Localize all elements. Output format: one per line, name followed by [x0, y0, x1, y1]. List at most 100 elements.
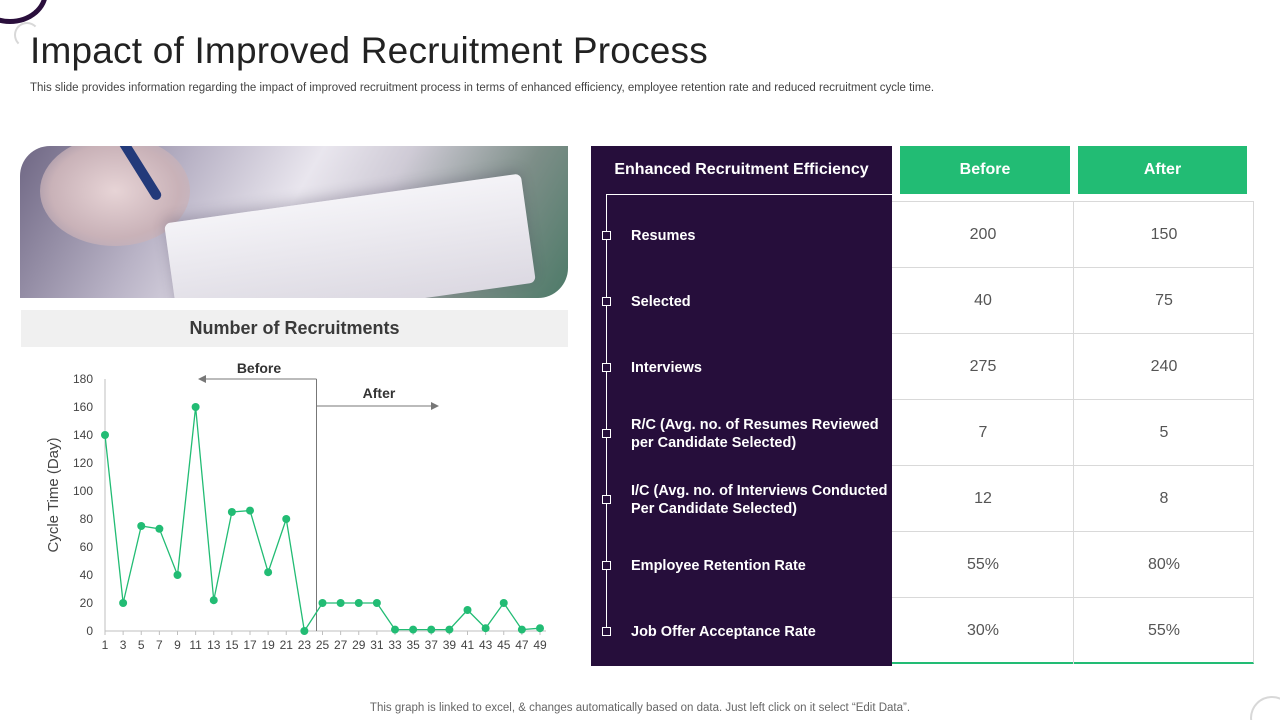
page-title: Impact of Improved Recruitment Process: [30, 30, 708, 71]
table-column-divider: [1073, 201, 1074, 664]
after-arrow-head: [431, 402, 439, 410]
row-label-interviews: Interviews: [631, 360, 702, 376]
data-point: [300, 627, 309, 635]
table-row-divider: [892, 399, 1254, 400]
row-label-retention: Employee Retention Rate: [631, 558, 806, 574]
x-tick-label: 27: [334, 638, 348, 652]
cell-interviews-before: 275: [969, 358, 997, 375]
data-point: [101, 431, 109, 439]
table-row-divider: [892, 333, 1254, 334]
data-point: [318, 599, 327, 607]
x-tick-label: 29: [352, 638, 366, 652]
data-point: [499, 599, 508, 607]
data-point: [119, 599, 128, 607]
photo-notebook: [164, 173, 536, 298]
cell-resumes-before: 200: [969, 226, 997, 243]
x-tick-label: 1: [102, 638, 109, 652]
x-tick-label: 21: [280, 638, 294, 652]
x-tick-label: 9: [174, 638, 181, 652]
x-tick-label: 5: [138, 638, 145, 652]
data-point: [191, 403, 200, 411]
data-point: [536, 624, 544, 633]
cell-offer-before: 30%: [966, 622, 1000, 639]
data-point: [336, 599, 345, 607]
table-timeline-line: [606, 194, 607, 632]
cell-selected-before: 40: [974, 292, 992, 309]
x-tick-label: 19: [261, 638, 275, 652]
row-label-offer-acceptance: Job Offer Acceptance Rate: [631, 624, 816, 640]
decorative-arc: [0, 0, 48, 24]
hero-photo: [20, 146, 568, 298]
data-point: [481, 624, 490, 633]
x-tick-label: 13: [207, 638, 221, 652]
column-header-before: Before: [900, 146, 1070, 194]
table-row-divider: [892, 597, 1254, 598]
y-tick-label: 40: [80, 568, 94, 582]
column-header-after: After: [1078, 146, 1247, 194]
x-tick-label: 41: [461, 638, 475, 652]
data-point: [354, 599, 363, 607]
y-tick-label: 60: [80, 540, 94, 554]
x-tick-label: 15: [225, 638, 239, 652]
page-subtitle: This slide provides information regardin…: [30, 82, 935, 94]
data-point: [463, 606, 472, 614]
cell-retention-before: 55%: [966, 556, 1000, 573]
chart-title: Number of Recruitments: [21, 310, 568, 347]
data-point: [282, 515, 291, 523]
before-arrow-head: [198, 375, 206, 383]
cell-ic-before: 12: [974, 490, 992, 507]
data-point: [246, 506, 254, 515]
cell-rc-before: 7: [978, 424, 988, 441]
data-point: [517, 625, 526, 634]
decorative-arc-light: [14, 22, 40, 48]
x-tick-label: 47: [515, 638, 529, 652]
x-tick-label: 45: [497, 638, 511, 652]
series-line: [104, 406, 541, 633]
row-marker: [602, 429, 611, 438]
data-point: [445, 625, 454, 634]
x-tick-label: 23: [298, 638, 312, 652]
y-tick-label: 0: [86, 624, 93, 638]
y-tick-label: 100: [73, 484, 93, 498]
x-tick-label: 31: [370, 638, 384, 652]
data-point: [427, 625, 436, 634]
cell-rc-after: 5: [1159, 424, 1169, 441]
table-row-divider: [892, 531, 1254, 532]
data-point: [372, 599, 381, 607]
row-marker: [602, 363, 611, 372]
row-marker: [602, 495, 611, 504]
y-tick-label: 140: [73, 428, 93, 442]
cell-selected-after: 75: [1155, 292, 1173, 309]
table-row-divider: [892, 465, 1254, 466]
x-tick-label: 43: [479, 638, 493, 652]
data-point: [209, 596, 218, 605]
data-point: [391, 625, 399, 634]
cell-interviews-after: 240: [1150, 358, 1178, 375]
x-tick-label: 7: [156, 638, 163, 652]
x-tick-label: 17: [243, 638, 257, 652]
data-point: [155, 524, 164, 533]
x-tick-label: 49: [533, 638, 547, 652]
row-label-resumes: Resumes: [631, 228, 696, 244]
y-tick-label: 180: [73, 372, 93, 386]
row-label-ic: I/C (Avg. no. of Interviews Conducted Pe…: [631, 483, 888, 517]
y-axis-label: Cycle Time (Day): [45, 437, 62, 552]
row-label-selected: Selected: [631, 294, 691, 310]
table-connector-line: [606, 194, 892, 195]
row-marker: [602, 627, 611, 636]
data-point: [137, 522, 146, 530]
decorative-arc-corner: [1250, 696, 1280, 720]
x-tick-label: 35: [406, 638, 420, 652]
cell-retention-after: 80%: [1147, 556, 1181, 573]
row-label-rc: R/C (Avg. no. of Resumes Reviewed per Ca…: [631, 417, 879, 451]
table-row-divider: [892, 267, 1254, 268]
row-marker: [602, 231, 611, 240]
data-point: [227, 508, 236, 516]
table-header: Enhanced Recruitment Efficiency: [614, 161, 869, 178]
cell-resumes-after: 150: [1150, 226, 1178, 243]
x-tick-label: 3: [120, 638, 127, 652]
y-tick-label: 120: [73, 456, 93, 470]
x-tick-label: 39: [443, 638, 457, 652]
x-tick-label: 25: [316, 638, 330, 652]
